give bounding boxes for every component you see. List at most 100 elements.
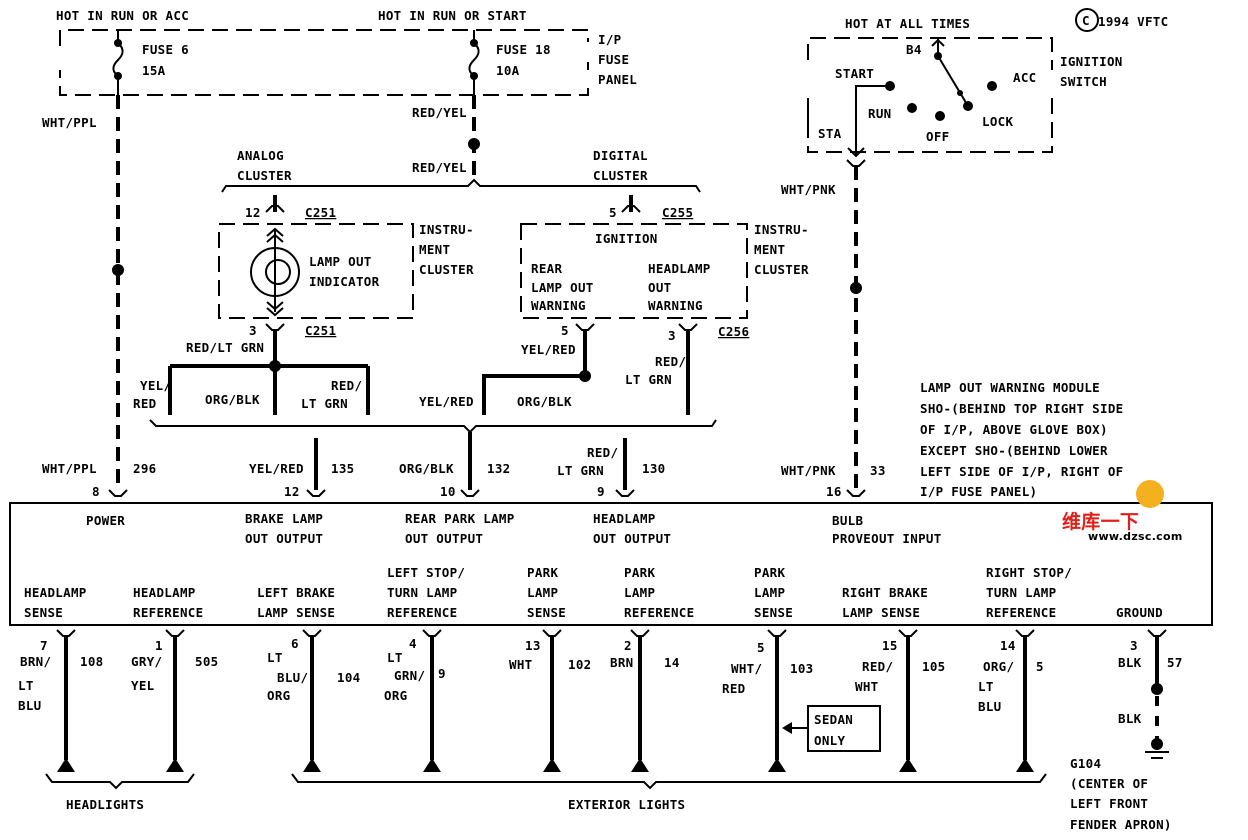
analog-cluster-label: CLUSTER — [237, 168, 292, 183]
wire-color: LT — [18, 678, 34, 693]
module-output-label: PARK — [754, 565, 785, 580]
switch-start-label: START — [835, 66, 874, 81]
instrument-cluster-label: CLUSTER — [754, 262, 809, 277]
pin-number: 3 — [1130, 638, 1138, 653]
pin-number: 12 — [245, 205, 261, 220]
lamp-connector-icon — [57, 758, 75, 772]
ignition-switch-label: SWITCH — [1060, 74, 1107, 89]
connector-terminal — [422, 629, 442, 637]
instrument-cluster-label: MENT — [754, 242, 785, 257]
module-output-label: REFERENCE — [986, 605, 1056, 620]
fuse18-label: FUSE 18 — [496, 42, 551, 57]
connector-id: C251 — [305, 205, 336, 220]
circuit-number: 105 — [922, 659, 945, 674]
circuit-number: 108 — [80, 654, 103, 669]
lamp-connector-icon — [1016, 758, 1034, 772]
ip-fuse-panel: FUSE 6 15A FUSE 18 10A I/P FUSE PANEL — [59, 29, 637, 96]
module-input-label: BRAKE LAMP — [245, 511, 323, 526]
module-input-wires: YEL/RED 135 12 ORG/BLK 132 10 RED/ LT GR… — [249, 432, 665, 499]
connector-terminal — [1147, 629, 1167, 637]
wire-red-yel: RED/YEL RED/YEL — [221, 95, 701, 193]
circuit-number: 33 — [870, 463, 886, 478]
circuit-number: 9 — [438, 666, 446, 681]
pin-number: 5 — [561, 323, 569, 338]
pin-number: 7 — [40, 638, 48, 653]
pin-number: 12 — [284, 484, 300, 499]
fuse18-rating: 10A — [496, 63, 520, 78]
wire-color: RED/ — [655, 354, 686, 369]
connector-terminal — [767, 629, 787, 637]
module-output-label: LEFT BRAKE — [257, 585, 335, 600]
pin-number: 16 — [826, 484, 842, 499]
wire-color: ORG/BLK — [205, 392, 260, 407]
pin-number: 8 — [92, 484, 100, 499]
wire-color: RED/LT GRN — [186, 340, 264, 355]
wire-color: BLK — [1118, 655, 1142, 670]
watermark-brand: 维库一下 — [1062, 510, 1139, 533]
lamp-connector-icon — [423, 758, 441, 772]
module-input-label: OUT OUTPUT — [245, 531, 323, 546]
pin-number: 5 — [609, 205, 617, 220]
wire-color: RED/YEL — [412, 160, 467, 175]
lamp-out-warning-module: POWER BRAKE LAMP OUT OUTPUT REAR PARK LA… — [9, 502, 1213, 626]
hot-all-times-label: HOT AT ALL TIMES — [845, 16, 970, 31]
ignition-switch: B4 START RUN OFF LOCK ACC STA IGNITION S… — [781, 37, 1122, 499]
wire-color: WHT — [855, 679, 878, 694]
circuit-number: 135 — [331, 461, 354, 476]
lamp-connector-icon — [631, 758, 649, 772]
wire-color: RED — [133, 396, 156, 411]
wire-color: BLU — [978, 699, 1001, 714]
module-outputs: 7 108 BRN/LT BLU 1 505 GRY/YEL 6 104 LT BLU/ORG 4 9 L… — [18, 629, 1183, 772]
pin-number: 14 — [1000, 638, 1016, 653]
module-input-label: REAR PARK LAMP — [405, 511, 515, 526]
wire-color: RED/ — [587, 445, 618, 460]
module-output-label: REFERENCE — [624, 605, 694, 620]
location-line: LAMP OUT WARNING MODULE — [920, 380, 1100, 395]
circuit-number: 57 — [1167, 655, 1183, 670]
connector-id: C256 — [718, 324, 749, 339]
module-output-label: GROUND — [1116, 605, 1163, 620]
digital-cluster-label: DIGITAL — [593, 148, 648, 163]
headlights-bracket — [45, 773, 195, 790]
lamp-connector-icon — [303, 758, 321, 772]
wire-color: GRN/ — [394, 668, 425, 683]
instrument-cluster-label: MENT — [419, 242, 450, 257]
ground-label: G104 — [1070, 756, 1101, 771]
fuse6-rating: 15A — [142, 63, 166, 78]
module-output-label: TURN LAMP — [986, 585, 1056, 600]
pin-number: 3 — [668, 328, 676, 343]
module-input-label: PROVEOUT INPUT — [832, 531, 942, 546]
circuit-number: 132 — [487, 461, 510, 476]
connector-id: C251 — [305, 323, 336, 338]
copyright-text: 1994 VFTC — [1098, 14, 1168, 29]
digital-cluster: DIGITAL CLUSTER 5 C255 IGNITION REAR LAM… — [419, 148, 809, 415]
module-output-label: SENSE — [527, 605, 566, 620]
circuit-number: 5 — [1036, 659, 1044, 674]
rear-warning-label: LAMP OUT — [531, 280, 594, 295]
ground-label: (CENTER OF — [1070, 776, 1148, 791]
connector-terminal — [56, 629, 76, 637]
pin-number: 10 — [440, 484, 456, 499]
module-output-label: SENSE — [24, 605, 63, 620]
module-output-label: RIGHT STOP/ — [986, 565, 1072, 580]
rear-warning-label: REAR — [531, 261, 562, 276]
headlamp-warning-label: OUT — [648, 280, 671, 295]
analog-cluster-label: ANALOG — [237, 148, 284, 163]
module-input-label: POWER — [86, 513, 125, 528]
copyright-symbol: C — [1082, 13, 1090, 28]
switch-lock-label: LOCK — [982, 114, 1013, 129]
wire-color: ORG/ — [983, 659, 1014, 674]
wire-color: GRY/ — [131, 654, 162, 669]
ground-label: LEFT FRONT — [1070, 796, 1148, 811]
module-output-label: REFERENCE — [133, 605, 203, 620]
module-location-note: LAMP OUT WARNING MODULE SHO-(BEHIND TOP … — [920, 380, 1123, 499]
wire-color: LT GRN — [625, 372, 672, 387]
wire-color: LT — [978, 679, 994, 694]
indicator-label: INDICATOR — [309, 274, 380, 289]
wire-color: RED — [722, 681, 745, 696]
module-output-label: LEFT STOP/ — [387, 565, 465, 580]
connector-terminal — [630, 629, 650, 637]
wire-color: ORG — [267, 688, 290, 703]
ignition-label: IGNITION — [595, 231, 658, 246]
connector-terminal — [302, 629, 322, 637]
